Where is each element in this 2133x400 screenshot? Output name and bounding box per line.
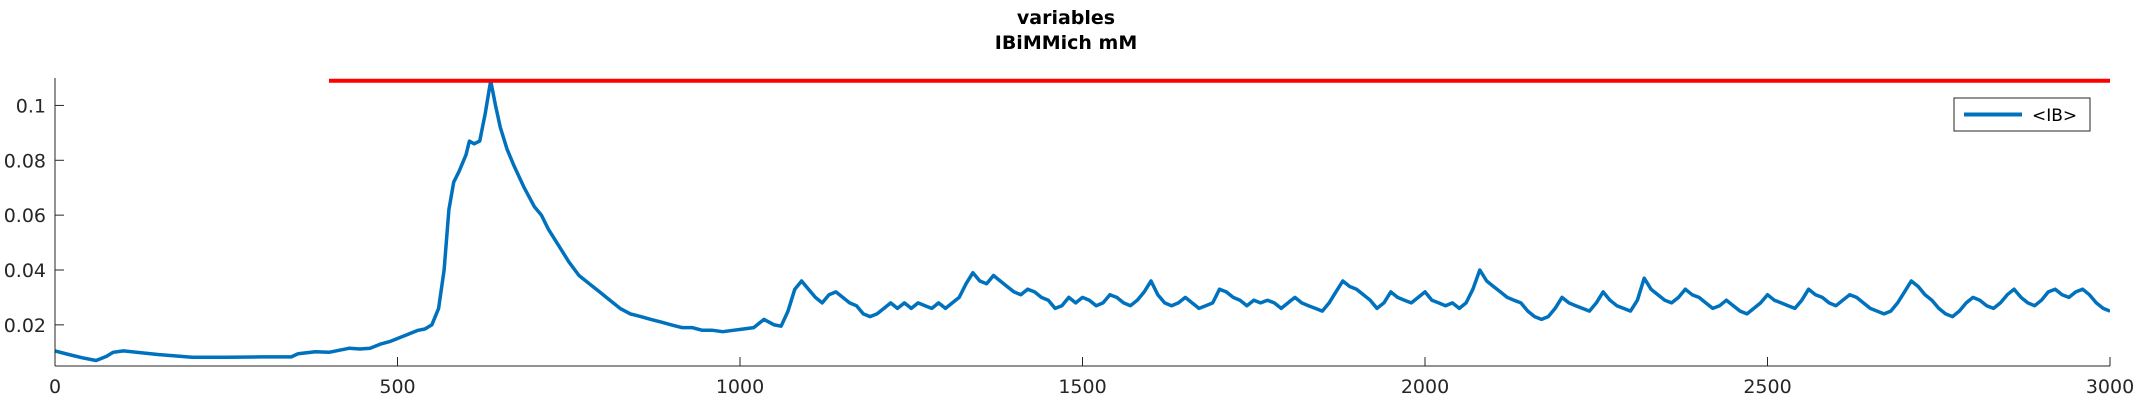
y-tick-label: 0.1	[16, 95, 46, 117]
x-tick-label: 500	[379, 376, 415, 398]
x-tick-label: 1500	[1058, 376, 1106, 398]
x-tick-label: 2500	[1743, 376, 1791, 398]
x-tick-label: 0	[49, 376, 61, 398]
chart-subtitle: IBiMMich mM	[995, 32, 1138, 54]
y-tick-label: 0.02	[4, 315, 46, 337]
y-axis-ticks: 0.02 0.04 0.06 0.08 0.1	[4, 95, 64, 337]
legend-label: <IB>	[2032, 106, 2077, 126]
x-tick-label: 2000	[1401, 376, 1449, 398]
legend: <IB>	[1953, 97, 2091, 132]
y-tick-label: 0.06	[4, 205, 46, 227]
x-tick-label: 3000	[2086, 376, 2133, 398]
y-tick-label: 0.08	[4, 150, 46, 172]
x-axis-ticks: 0 500 1000 1500 2000 2500 3000	[49, 357, 2133, 398]
axes	[54, 78, 2110, 367]
x-tick-label: 1000	[716, 376, 764, 398]
series-line-ib	[55, 78, 2110, 363]
plot-area	[55, 78, 2110, 363]
chart-title: variables	[1017, 7, 1115, 29]
y-tick-label: 0.04	[4, 260, 46, 282]
